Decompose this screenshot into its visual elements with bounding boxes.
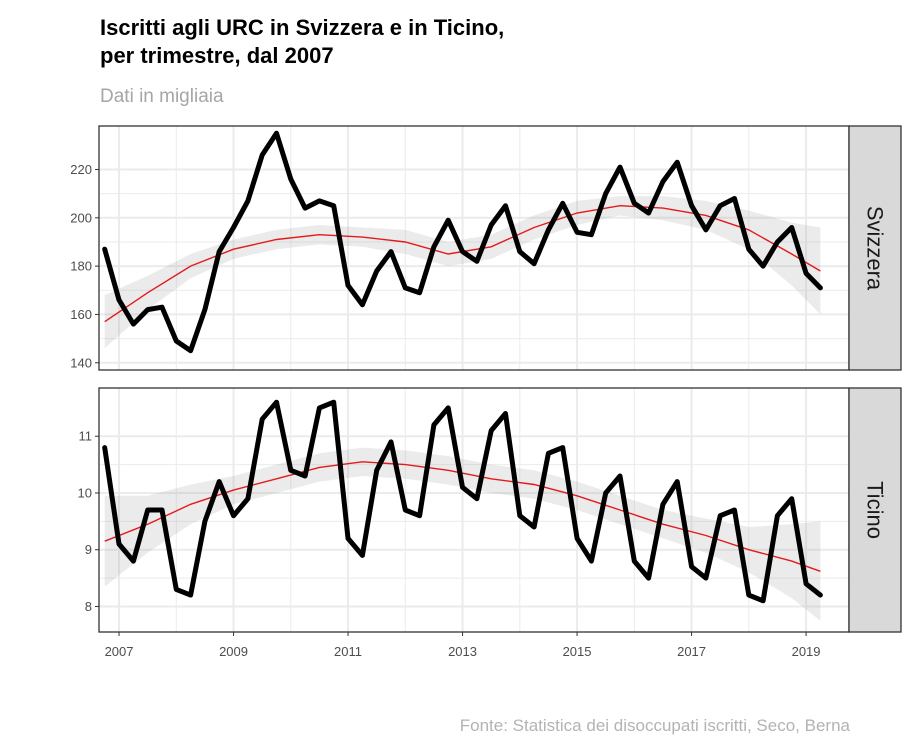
y-tick-label: 10 xyxy=(78,485,92,500)
chart-title: Iscritti agli URC in Svizzera e in Ticin… xyxy=(100,15,505,68)
facet-strip-label: Ticino xyxy=(863,481,888,539)
chart-subtitle: Dati in migliaia xyxy=(100,86,224,107)
confidence-band xyxy=(104,447,821,621)
x-tick-label: 2007 xyxy=(105,644,134,659)
x-tick-label: 2017 xyxy=(677,644,706,659)
x-tick-label: 2015 xyxy=(563,644,592,659)
y-tick-label: 9 xyxy=(85,542,92,557)
y-tick-label: 220 xyxy=(70,162,92,177)
facet-strip-label: Svizzera xyxy=(863,206,888,291)
y-tick-label: 8 xyxy=(85,599,92,614)
facet-panel-svizzera: Svizzera 140 160 180 200 220 xyxy=(70,125,902,371)
y-tick-label: 140 xyxy=(70,355,92,370)
facet-strip xyxy=(848,125,902,371)
y-tick-label: 180 xyxy=(70,259,92,274)
y-tick-label: 11 xyxy=(79,429,93,444)
y-tick-label: 160 xyxy=(70,307,92,322)
facet-strip xyxy=(848,387,902,633)
series-line-svizzera xyxy=(102,130,823,354)
chart-caption: Fonte: Statistica dei disoccupati iscrit… xyxy=(459,716,850,735)
facet-panel-ticino: Ticino 8 9 10 11 xyxy=(78,387,902,633)
x-tick-label: 2019 xyxy=(792,644,821,659)
x-tick-label: 2013 xyxy=(448,644,477,659)
x-tick-label: 2009 xyxy=(219,644,248,659)
series-line-ticino xyxy=(102,399,823,604)
confidence-band xyxy=(104,196,821,349)
y-tick-label: 200 xyxy=(70,210,92,225)
x-tick-label: 2011 xyxy=(334,644,362,659)
